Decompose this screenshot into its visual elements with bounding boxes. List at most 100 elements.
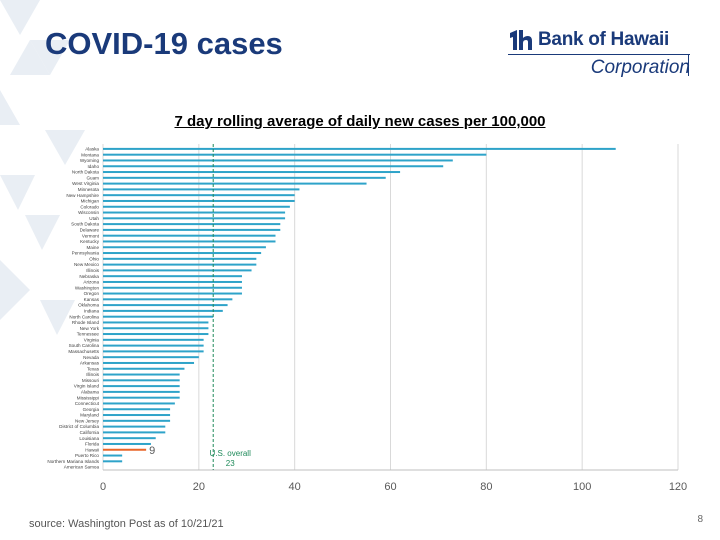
bar: [103, 350, 204, 353]
bar: [103, 240, 276, 243]
bar: [103, 223, 281, 226]
bar: [103, 280, 242, 283]
category-label: Nevada: [83, 355, 99, 360]
bank-logo-mark-icon: [510, 30, 532, 50]
bar: [103, 414, 171, 417]
category-label: Texas: [87, 366, 100, 371]
reference-line-label: U.S. overall: [210, 449, 252, 458]
category-label: Vermont: [82, 233, 100, 238]
bar: [103, 211, 286, 214]
category-label: Missouri: [82, 378, 99, 383]
x-tick-label: 40: [289, 481, 301, 493]
bar: [103, 159, 453, 162]
bar: [103, 431, 166, 434]
x-tick-label: 60: [384, 481, 396, 493]
bar: [103, 199, 295, 202]
category-label: New Mexico: [74, 262, 99, 267]
category-label: District of Columbia: [59, 424, 99, 429]
category-label: Virginia: [84, 337, 100, 342]
category-label: Nebraska: [79, 274, 99, 279]
bar: [103, 228, 281, 231]
page-number: 8: [697, 514, 703, 525]
category-label: New Jersey: [75, 418, 100, 423]
bar: [103, 442, 151, 445]
category-label: Indiana: [84, 308, 100, 313]
bar: [103, 327, 209, 330]
category-label: Wyoming: [80, 158, 100, 163]
bar: [103, 246, 266, 249]
bar: [103, 356, 199, 359]
x-tick-label: 20: [193, 481, 205, 493]
bar: [103, 171, 401, 174]
category-label: Oregon: [84, 291, 100, 296]
x-tick-label: 0: [100, 481, 106, 493]
background-star-pattern: [0, 0, 85, 335]
bar: [103, 454, 123, 457]
bar: [103, 309, 223, 312]
x-tick-label: 100: [573, 481, 591, 493]
bar: [103, 333, 209, 336]
source-note: source: Washington Post as of 10/21/21: [29, 518, 224, 530]
bar: [103, 437, 156, 440]
category-label: California: [80, 430, 100, 435]
bar: [103, 298, 233, 301]
bar: [103, 217, 286, 220]
bar: [103, 408, 171, 411]
bar: [103, 176, 386, 179]
bar: [103, 373, 180, 376]
bar: [103, 425, 166, 428]
category-label: Puerto Rico: [75, 453, 99, 458]
bar: [103, 194, 295, 197]
category-label: Maine: [86, 245, 99, 250]
bar: [103, 188, 300, 191]
category-label: Montana: [81, 152, 99, 157]
x-tick-label: 120: [669, 481, 687, 493]
category-label: Wisconsin: [78, 210, 99, 215]
bar: [103, 205, 290, 208]
category-label: New York: [80, 326, 100, 331]
category-label: Connecticut: [75, 401, 100, 406]
bar: [103, 379, 180, 382]
category-label: Guam: [86, 175, 99, 180]
bar: [103, 269, 252, 272]
category-label: Illinois: [86, 268, 99, 273]
bar: [103, 361, 195, 364]
category-label: Pennsylvania: [72, 251, 100, 256]
category-label: Alaska: [85, 146, 99, 151]
highlight-value-label: 9: [149, 445, 155, 457]
logo-divider-vertical: [688, 54, 689, 76]
bar: [103, 315, 214, 318]
category-label: South Carolina: [69, 343, 100, 348]
bar: [103, 165, 444, 168]
bar: [103, 338, 204, 341]
category-label: Idaho: [88, 164, 100, 169]
category-label: American Samoa: [64, 465, 100, 470]
category-label: New Hampshire: [66, 193, 99, 198]
category-label: Alabama: [81, 389, 100, 394]
category-label: Florida: [85, 442, 99, 447]
bank-logo: Bank of Hawaii Corporation: [508, 28, 698, 80]
bank-logo-name: Bank of Hawaii: [538, 29, 669, 50]
category-label: Rhode Island: [72, 320, 100, 325]
reference-line-value: 23: [226, 459, 235, 468]
slide-title: COVID-19 cases: [45, 26, 283, 61]
category-label: Virgin Island: [74, 384, 100, 389]
category-label: North Carolina: [69, 314, 99, 319]
category-label: Massachusetts: [68, 349, 99, 354]
category-label: Colorado: [80, 204, 99, 209]
category-label: Hawaii: [85, 447, 99, 452]
bar: [103, 390, 180, 393]
bar: [103, 286, 242, 289]
bar: [103, 304, 228, 307]
category-label: Illinois: [86, 372, 99, 377]
bar: [103, 292, 242, 295]
bar: [103, 448, 147, 451]
bar: [103, 275, 242, 278]
category-label: Ohio: [89, 256, 99, 261]
bar: [103, 263, 257, 266]
category-label: Washington: [75, 285, 100, 290]
x-tick-label: 80: [480, 481, 492, 493]
bank-logo-subtitle: Corporation: [590, 57, 690, 78]
category-label: Arizona: [83, 280, 99, 285]
